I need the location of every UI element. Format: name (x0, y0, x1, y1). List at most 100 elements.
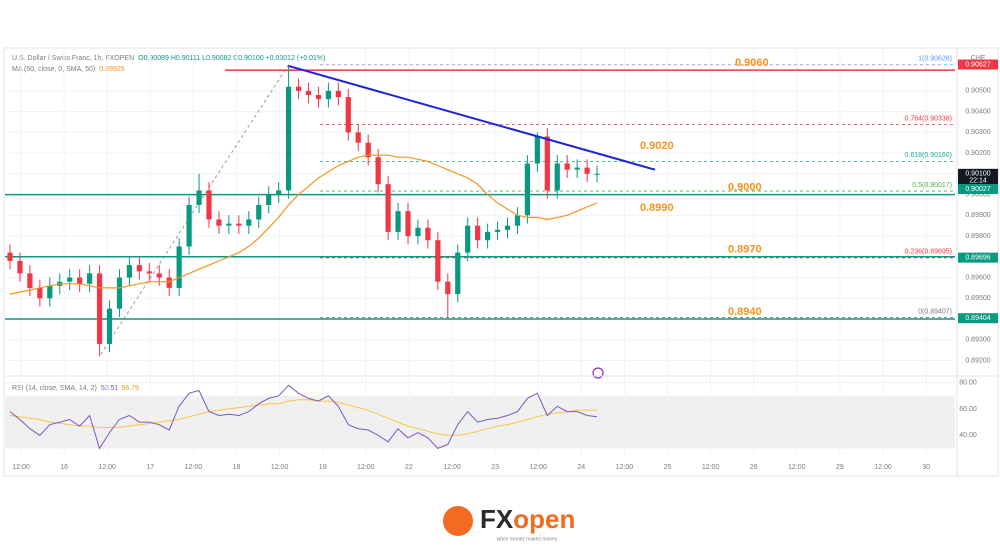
price-tag (958, 183, 998, 194)
candle-body (385, 184, 391, 232)
candle-body (554, 163, 560, 191)
candle-body (375, 157, 381, 185)
y-tick-label: 0.90000 (965, 191, 990, 198)
brand: FXopen (480, 504, 575, 534)
x-tick-label: 12:00 (616, 464, 634, 471)
y-tick-label: 0.89300 (965, 337, 990, 344)
ma-name: MA (50, close, 0, SMA, 50) (12, 66, 95, 73)
candle-body (7, 252, 13, 261)
candle-body (355, 132, 361, 143)
candle-body (67, 277, 73, 282)
level-label: 0.8990 (640, 202, 674, 214)
candle-body (435, 240, 441, 282)
price-tag (958, 168, 998, 186)
candle-body (365, 142, 371, 158)
x-tick-label: 18 (233, 464, 241, 471)
candle-body (37, 287, 43, 299)
candle-body (126, 265, 132, 278)
candle-body (166, 277, 172, 288)
grid (5, 48, 998, 476)
price-tag (958, 252, 998, 263)
y-tick-label: 0.89500 (965, 295, 990, 302)
y-tick-label: 0.90500 (965, 88, 990, 95)
candle-body (156, 273, 162, 278)
x-tick-label: 12:00 (12, 464, 30, 471)
candle-body (206, 190, 212, 220)
countdown: 22:14 (969, 178, 987, 185)
y-tick-label: 0.89600 (965, 274, 990, 281)
y-tick-label: 0.89200 (965, 357, 990, 364)
candle-body (564, 163, 570, 170)
candle-body (325, 90, 331, 100)
logo-icon (443, 506, 473, 536)
level-label: 0.9020 (640, 140, 674, 152)
x-tick-label: 12:00 (271, 464, 289, 471)
candle-body (27, 273, 33, 288)
candle-body (335, 90, 341, 98)
candle-body (405, 211, 411, 237)
candle-body (395, 211, 401, 232)
price-tag-label: 0.90100 (965, 171, 990, 178)
candle-body (514, 215, 521, 226)
y-tick-label: 0.89800 (965, 233, 990, 240)
y-tick-label: 0.90400 (965, 108, 990, 115)
rsi-sma-value: 56.79 (121, 385, 139, 392)
price-tag-label: 0.89696 (965, 254, 990, 261)
candle-body (544, 136, 550, 191)
x-tick-label: 12:00 (443, 464, 461, 471)
x-tick-label: 12:00 (529, 464, 547, 471)
ma-line (9, 154, 598, 295)
x-tick-label: 12:00 (357, 464, 375, 471)
rsi-tick-label: 40.00 (959, 432, 977, 439)
candle-body (305, 90, 312, 96)
fib-label: 0.236(0.89695) (905, 249, 952, 256)
candle-body (276, 190, 282, 195)
candle-body (96, 273, 103, 344)
price-tag-label: 0.90627 (965, 61, 990, 68)
level-label: 0.8940 (728, 306, 762, 318)
x-tick-label: 12:00 (788, 464, 806, 471)
level-label: 0.9060 (735, 57, 769, 69)
candle-body (216, 219, 222, 226)
x-tick-label: 17 (146, 464, 154, 471)
rsi-tick-label: 60.00 (959, 406, 977, 413)
candle-body (465, 225, 471, 253)
x-tick-label: 25 (664, 464, 672, 471)
candle-body (47, 285, 53, 299)
fib-diagonal (99, 64, 290, 357)
candle-body (176, 246, 182, 288)
candle-body (445, 281, 451, 295)
rsi-sma-line (9, 399, 597, 436)
candle-body (87, 273, 93, 284)
candle-body (475, 225, 481, 241)
x-tick-label: 16 (60, 464, 68, 471)
x-tick-label: 24 (577, 464, 585, 471)
candle-body (17, 260, 23, 274)
rsi-legend: RSI (14, close, SMA, 14, 2) 53.51 56.79 (12, 385, 139, 392)
candle-body (415, 227, 421, 237)
candle-body (106, 308, 113, 344)
candle-body (494, 229, 501, 232)
ma-legend: MA (50, close, 0, SMA, 50) 0.89925 (12, 66, 125, 73)
rsi-name: RSI (14, close, SMA, 14, 2) (12, 385, 97, 392)
candle-body (425, 227, 431, 241)
price-tag (958, 59, 998, 70)
fib-label: 0.764(0.90338) (905, 115, 952, 122)
x-tick-label: 22 (405, 464, 413, 471)
candle-body (256, 204, 262, 220)
candle-body (594, 173, 600, 175)
x-tick-label: 29 (836, 464, 844, 471)
candle-body (186, 204, 192, 247)
fib-label: 0(0.89407) (918, 308, 952, 315)
x-tick-label: 19 (319, 464, 327, 471)
candle-body (146, 271, 152, 274)
candle-body (315, 95, 322, 100)
x-tick-label: 26 (750, 464, 758, 471)
y-tick-label: 0.89900 (965, 212, 990, 219)
title: U.S. Dollar / Swiss Franc, 1h, FXOPEN (12, 55, 134, 62)
candle-body (524, 163, 530, 216)
x-tick-label: 12:00 (874, 464, 892, 471)
ohlc: O0.90089 H0.90111 L0.90082 C0.90100 +0.0… (138, 55, 325, 62)
x-tick-label: 12:00 (98, 464, 116, 471)
price-tag-label: 0.89404 (965, 315, 990, 322)
